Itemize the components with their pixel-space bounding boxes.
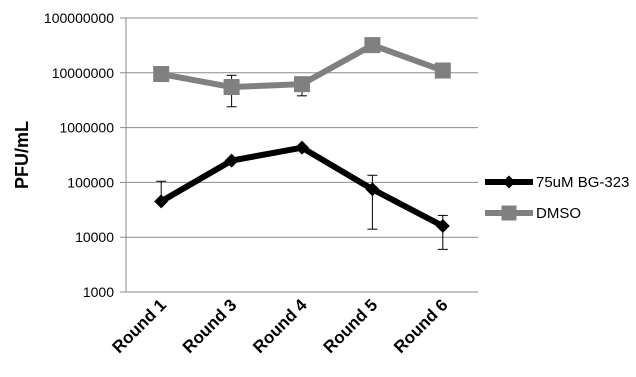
- axis-layer: [125, 18, 478, 293]
- x-category-label: Round 4: [249, 295, 311, 357]
- grid-layer: [126, 17, 478, 238]
- data-point: [435, 219, 450, 234]
- data-point: [223, 79, 240, 96]
- data-point: [364, 37, 381, 54]
- y-tick-label: 10000: [75, 229, 114, 245]
- x-category-label: Round 3: [179, 295, 241, 357]
- data-point: [501, 205, 517, 221]
- series-layer: [153, 37, 451, 250]
- legend-label: DMSO: [536, 205, 581, 222]
- series-bg-323: [154, 140, 450, 250]
- data-point: [295, 140, 309, 155]
- data-point: [153, 66, 170, 83]
- legend: 75uM BG-323 DMSO: [485, 174, 629, 222]
- data-point: [365, 182, 380, 197]
- y-tick-label: 1000: [83, 284, 114, 300]
- data-point: [294, 76, 310, 93]
- y-tick-label: 10000000: [52, 65, 115, 81]
- x-tick-labels: Round 1 Round 3 Round 4 Round 5 Round 6: [109, 295, 452, 357]
- y-tick-label: 1000000: [59, 120, 114, 136]
- data-point: [224, 153, 239, 168]
- series-line: [159, 144, 445, 229]
- x-category-label: Round 6: [390, 295, 452, 357]
- data-point: [154, 194, 169, 209]
- legend-label: 75uM BG-323: [536, 174, 629, 191]
- y-tick-label: 100000: [67, 174, 114, 190]
- x-category-label: Round 5: [320, 295, 382, 357]
- y-axis-title: PFU/mL: [12, 121, 32, 189]
- data-point: [502, 175, 516, 189]
- x-category-label: Round 1: [109, 295, 171, 357]
- series-dmso: [153, 37, 451, 108]
- y-tick-labels: 1000 10000 100000 1000000 10000000 100000000: [44, 10, 126, 300]
- y-tick-label: 100000000: [44, 10, 114, 26]
- data-point: [434, 62, 451, 79]
